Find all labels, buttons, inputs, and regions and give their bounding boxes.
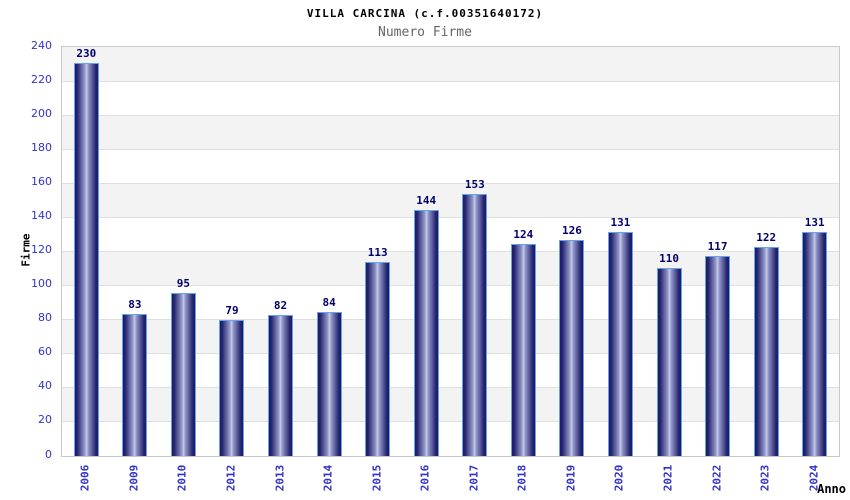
y-tick-label: 20 (38, 413, 52, 427)
x-tick-label: 2024 (807, 464, 821, 492)
y-tick-label: 80 (38, 311, 52, 325)
y-tick-label: 60 (38, 345, 52, 359)
gridline (62, 216, 839, 218)
gridline (62, 353, 839, 355)
gridline (62, 182, 839, 184)
gridline (62, 421, 839, 423)
gridline (62, 80, 839, 82)
y-tick-label: 40 (38, 379, 52, 393)
bar-value-label: 131 (804, 215, 825, 229)
y-tick-label: 100 (31, 277, 52, 291)
y-tick-label: 180 (31, 140, 52, 154)
bar (413, 209, 439, 456)
y-tick-label: 200 (31, 106, 52, 120)
x-tick-label: 2020 (612, 464, 626, 492)
x-tick-label: 2009 (127, 464, 141, 492)
plot-area: 230 83 95 79 82 84 113 144 153 124 126 131 110 117 122… (61, 46, 840, 457)
gridline (62, 148, 839, 150)
bar-value-label: 83 (128, 297, 142, 311)
bar-value-label: 117 (707, 239, 728, 253)
x-tick-label: 2013 (273, 464, 287, 492)
y-tick-label: 140 (31, 208, 52, 222)
bar (510, 243, 536, 456)
bar (559, 240, 585, 456)
y-tick-label: 120 (31, 243, 52, 256)
bar-value-label: 82 (273, 299, 288, 313)
bar (753, 247, 779, 456)
bar-value-label: 84 (322, 295, 336, 309)
y-tick-label: 220 (31, 72, 52, 86)
y-tick-label: 160 (31, 174, 52, 188)
x-tick-label: 2021 (661, 464, 675, 492)
y-tick-label: 240 (31, 38, 52, 52)
x-tick-label: 2016 (418, 464, 432, 492)
x-tick-label: 2019 (564, 464, 578, 492)
bar-value-label: 131 (610, 215, 631, 229)
x-tick-label: 2012 (224, 464, 238, 492)
bar-value-label: 126 (561, 224, 582, 238)
bar-value-label: 124 (513, 227, 534, 241)
bar (705, 255, 731, 456)
bar (122, 313, 148, 456)
y-tick-label: 0 (45, 447, 52, 461)
x-tick-label: 2023 (758, 464, 772, 492)
bar-value-label: 153 (464, 178, 485, 192)
bar (656, 267, 682, 456)
bar-value-label: 113 (367, 246, 388, 260)
bar (365, 262, 391, 456)
x-tick-label: 2018 (515, 464, 529, 492)
x-tick-label: 2010 (175, 464, 189, 492)
x-axis-label: Anno (817, 482, 846, 496)
gridline (62, 387, 839, 389)
bar-value-label: 122 (756, 231, 777, 245)
bar-value-label: 95 (176, 277, 191, 291)
chart-subtitle: Numero Firme (378, 25, 472, 40)
x-tick-label: 2014 (321, 464, 335, 492)
x-tick-label: 2015 (370, 464, 384, 492)
bar (73, 63, 99, 456)
bar (316, 311, 342, 456)
gridline (62, 319, 839, 321)
bar (802, 231, 828, 456)
bar (170, 293, 196, 456)
bar (607, 231, 633, 456)
bar-value-label: 144 (416, 193, 437, 207)
bar (462, 194, 488, 456)
chart-title: VILLA CARCINA (c.f.00351640172) (306, 7, 544, 20)
bar-value-label: 79 (225, 304, 239, 318)
gridline (62, 285, 839, 287)
x-tick-label: 2017 (467, 464, 481, 492)
bar-value-label: 110 (659, 251, 679, 265)
bar (219, 320, 245, 456)
x-tick-label: 2006 (78, 464, 92, 492)
x-tick-label: 2022 (710, 464, 724, 492)
bar-value-label: 230 (76, 47, 97, 61)
gridline (62, 114, 839, 116)
bar (268, 315, 294, 456)
gridline (62, 251, 839, 252)
